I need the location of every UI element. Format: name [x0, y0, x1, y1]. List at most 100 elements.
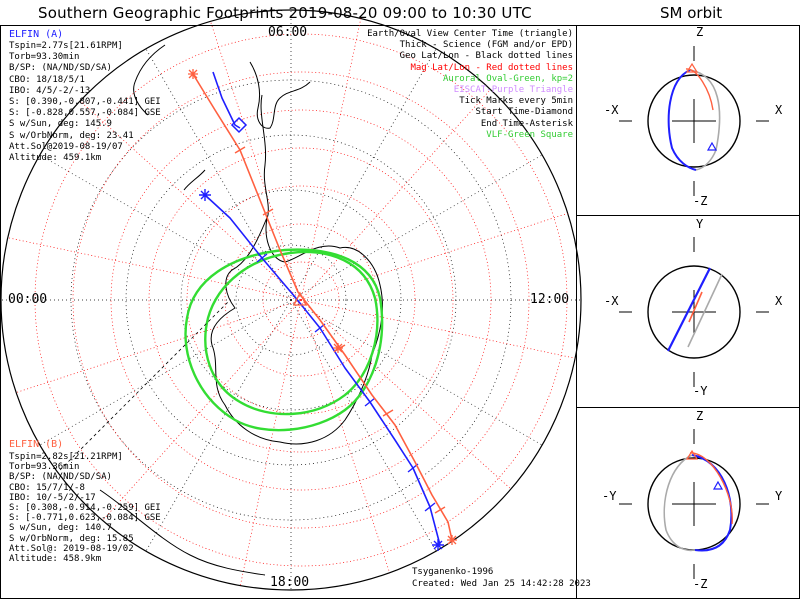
legend-item: Start Time-Diamond: [475, 107, 573, 118]
geo-meridian: [39, 299, 292, 446]
elfin-a-track-north: [212, 71, 241, 129]
elfin-b-line: CBO: 15/7/1/-8: [9, 482, 85, 493]
south-america-coastline: [249, 61, 311, 129]
sm-xy-earth-circle: [647, 265, 741, 359]
mag-latitude-circle: [224, 223, 378, 377]
geo-meridian: [145, 299, 292, 552]
sm-yz-orbit-a: [691, 454, 733, 552]
elfin-a-asterisk: [199, 189, 211, 201]
mag-latitude-circle: [34, 33, 568, 567]
sm-yz-triangle: [685, 449, 699, 460]
sm-yz-triangle-a: [712, 480, 724, 490]
legend-item: Earth/Oval View Center Time (triangle): [367, 29, 573, 39]
elfin-a-tick: [256, 253, 268, 263]
elfin-a-line: Torb=93.30min: [9, 52, 80, 63]
sm-yz-right-label: Y: [775, 489, 783, 503]
sm-xz-top-label: Z: [696, 25, 704, 39]
geo-meridian: [290, 299, 543, 446]
elfin-a-start-diamond: [230, 116, 248, 134]
mag-meridian: [300, 61, 516, 301]
elfin-b-line: B/SP: (NA/ND/SD/SA): [9, 472, 112, 483]
time-tick-bottom: 18:00: [270, 575, 310, 590]
legend-item: Mag Lat/Lon - Red dotted lines: [410, 62, 573, 73]
geo-meridian: [290, 299, 437, 552]
view-center-triangle: [292, 291, 308, 306]
elfin-b-line: S w/OrbNorm, deg: 15.85: [9, 533, 134, 544]
elfin-b-line: IBO: 10/-5/2/-17: [9, 492, 96, 503]
pacific-coastline: [133, 44, 166, 116]
sm-xy-left-label: -X: [604, 294, 619, 308]
sm-yz-orbit-gray: [663, 454, 696, 552]
sm-xy-top-label: Y: [696, 217, 704, 231]
australia-coastline: [99, 489, 266, 576]
legend-item: End Time-Asterisk: [480, 118, 573, 129]
elfin-b-tick: [234, 146, 246, 154]
mag-latitude-circle: [262, 261, 340, 339]
sm-yz-bottom-label: -Z: [693, 577, 708, 591]
mag-meridian: [1, 233, 302, 301]
mag-meridian: [300, 10, 368, 301]
sm-xy-orbit-gray: [687, 273, 723, 348]
legend-item: Thick - Science (FGM and/or EPD): [399, 40, 573, 51]
sm-xy-bottom-label: -Y: [693, 384, 708, 398]
geo-latitude-circle: [235, 244, 347, 356]
auroral-oval-outer: [184, 248, 384, 432]
model-credit: Tsyganenko-1996: [412, 567, 494, 577]
elfin-a-line: IBO: 4/5/-2/-13: [9, 85, 91, 96]
elfin-a-line: S: [-0.828,0.557,-0.084] GSE: [9, 108, 161, 119]
elfin-a-line: B/SP: (NA/ND/SD/SA): [9, 63, 112, 74]
sm-xz-bottom-label: -Z: [693, 194, 708, 208]
mag-meridian: [1, 299, 302, 400]
sm-orbit-title: SM orbit: [660, 4, 723, 22]
mag-latitude-circle: [72, 71, 530, 529]
elfin-b-line: S: [-0.771,0.623,-0.084] GSE: [9, 513, 161, 524]
legend: Earth/Oval View Center Time (triangle) T…: [367, 29, 573, 141]
mag-latitude-circle: [148, 147, 454, 453]
time-tick-top: 06:00: [268, 25, 308, 40]
sm-yz-top-label: Z: [696, 409, 704, 423]
geo-meridian: [290, 48, 437, 301]
geo-latitude-circle: [180, 189, 402, 411]
antarctic-peninsula-coastline: [260, 94, 269, 216]
created-timestamp: Created: Wed Jan 25 14:42:28 2023: [412, 579, 591, 589]
elfin-a-asterisk: [432, 539, 444, 551]
elfin-a-line: Att.Sol@2019-08-19/07: [9, 141, 123, 152]
elfin-b-tick: [382, 409, 394, 417]
page-title: Southern Geographic Footprints 2019-08-2…: [38, 4, 532, 22]
mag-latitude-circle: [110, 109, 492, 491]
elfin-b-line: Att.Sol@: 2019-08-19/02: [9, 543, 134, 554]
sm-xz-triangle-a: [706, 141, 718, 151]
geo-meridian: [39, 154, 292, 301]
mag-meridian: [300, 299, 540, 515]
elfin-a-line: S w/Sun, deg: 145.9: [9, 119, 112, 130]
sm-xz-triangle: [685, 62, 699, 73]
elfin-a-line: S: [0.390,-0.807,-0.441] GEI: [9, 97, 161, 108]
sm-yz-orbit-b: [689, 452, 733, 525]
sm-xz-orbit-gray: [689, 69, 721, 171]
geo-meridian: [290, 154, 543, 301]
island-coastline: [183, 169, 206, 191]
sm-yz-left-label: -Y: [602, 489, 617, 503]
sm-xz-right-label: X: [775, 103, 783, 117]
sm-xy-orbit-a: [667, 267, 711, 352]
elfin-a-line: S w/OrbNorm, deg: 23.41: [9, 130, 134, 141]
elfin-b-track: [192, 73, 453, 541]
elfin-b-info: Tspin=2.82s[21.21RPM] Torb=93.36min B/SP…: [9, 452, 161, 564]
elfin-b-asterisk: [188, 69, 198, 79]
mag-meridian: [234, 299, 302, 590]
sm-xy-orbit-b: [688, 291, 703, 323]
elfin-b-line: S w/Sun, deg: 140.7: [9, 523, 112, 534]
elfin-b-line: Torb=93.36min: [9, 462, 80, 473]
legend-item: EISCAT-Purple Triangle: [453, 85, 573, 96]
sun-direction-line: [59, 299, 231, 471]
elfin-b-tick: [262, 208, 274, 216]
legend-item: Tick Marks every 5min: [459, 96, 573, 107]
mag-meridian: [300, 299, 401, 590]
legend-item: Geo Lat/Lon - Black dotted lines: [399, 51, 573, 62]
elfin-b-asterisk: [447, 535, 457, 545]
time-tick-right: 12:00: [530, 292, 570, 307]
elfin-a-tick: [364, 397, 376, 407]
elfin-a-track: [204, 194, 441, 546]
elfin-a-line: CBO: 18/18/5/1: [9, 74, 85, 85]
elfin-a-tick: [424, 502, 436, 512]
